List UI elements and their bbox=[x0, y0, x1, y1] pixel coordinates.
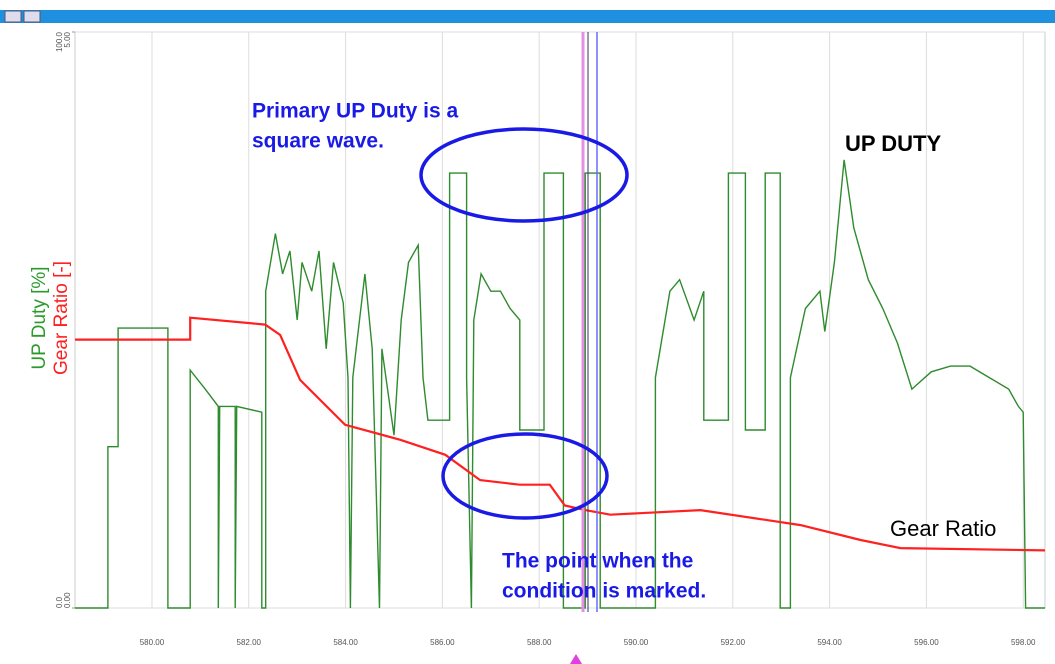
x-tick-label: 596.00 bbox=[914, 638, 939, 647]
y-tick-label: 0.0 bbox=[55, 596, 64, 608]
y-tick-label: 5.00 bbox=[63, 31, 72, 47]
grid bbox=[72, 31, 1045, 609]
annotation: condition is marked. bbox=[502, 580, 706, 603]
y-axis-label: UP Duty [%] bbox=[29, 266, 50, 369]
y-tick-label: 100.0 bbox=[55, 31, 64, 52]
x-tick-label: 592.00 bbox=[721, 638, 746, 647]
x-tick-label: 590.00 bbox=[624, 638, 649, 647]
annotation: Primary UP Duty is a bbox=[252, 100, 459, 123]
x-tick-label: 582.00 bbox=[237, 638, 262, 647]
series-label: UP DUTY bbox=[845, 131, 941, 156]
x-tick-label: 594.00 bbox=[817, 638, 842, 647]
series bbox=[75, 159, 1046, 609]
cursor-marker[interactable] bbox=[570, 654, 582, 664]
x-tick-label: 586.00 bbox=[430, 638, 455, 647]
series-label: Gear Ratio bbox=[890, 516, 996, 541]
x-tick-label: 580.00 bbox=[140, 638, 165, 647]
data-line bbox=[75, 316, 1046, 552]
highlight-ellipse bbox=[441, 432, 609, 520]
y2-axis-label: Gear Ratio [-] bbox=[51, 261, 72, 375]
toolbar-button[interactable] bbox=[23, 10, 41, 23]
toolbar bbox=[0, 10, 1055, 23]
annotation: square wave. bbox=[252, 130, 384, 153]
x-tick-label: 588.00 bbox=[527, 638, 552, 647]
highlight-ellipse bbox=[419, 127, 629, 223]
toolbar-button[interactable] bbox=[4, 10, 22, 23]
y-tick-label: 0.00 bbox=[63, 592, 72, 608]
data-line bbox=[75, 159, 1045, 609]
annotation: The point when the bbox=[502, 550, 693, 573]
x-tick-label: 584.00 bbox=[333, 638, 358, 647]
x-tick-label: 598.00 bbox=[1011, 638, 1036, 647]
